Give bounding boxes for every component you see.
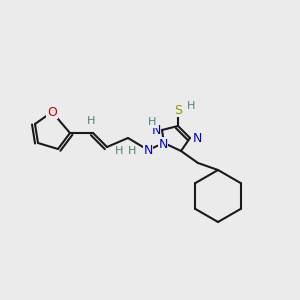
Text: O: O <box>47 106 57 118</box>
Text: H: H <box>148 117 156 127</box>
Text: H: H <box>115 146 123 156</box>
Text: N: N <box>192 131 202 145</box>
Text: H: H <box>128 146 136 156</box>
Text: N: N <box>158 137 168 151</box>
Text: H: H <box>187 101 195 111</box>
Text: N: N <box>143 143 153 157</box>
Text: N: N <box>151 124 161 136</box>
Text: S: S <box>174 103 182 116</box>
Text: H: H <box>87 116 95 126</box>
